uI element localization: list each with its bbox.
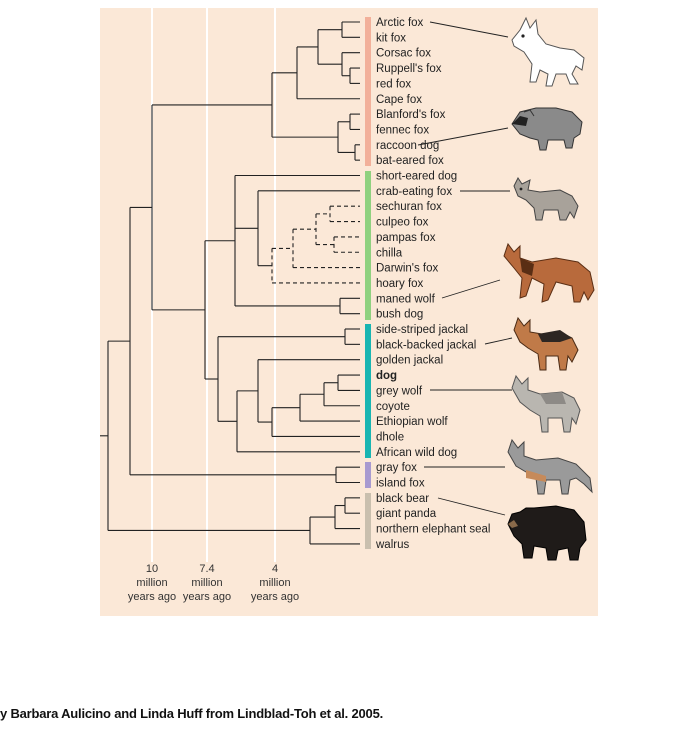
black-backed-jackal-illustration bbox=[513, 316, 579, 371]
axis-suffix-10: years ago bbox=[128, 591, 176, 603]
species-label: grey wolf bbox=[376, 385, 423, 397]
pointer-arctic-fox bbox=[429, 21, 509, 38]
gray-fox-clade-bar bbox=[365, 462, 371, 488]
wolf-like-clade-bar bbox=[365, 324, 371, 458]
pointer-black-backed-jackal bbox=[484, 337, 513, 345]
axis-value-7-4: 7.4 bbox=[199, 563, 214, 575]
axis-unit-4: million bbox=[259, 577, 290, 589]
gray-fox-illustration bbox=[507, 438, 593, 495]
species-label: bat-eared fox bbox=[376, 155, 444, 167]
species-label: maned wolf bbox=[376, 293, 436, 305]
species-label: red fox bbox=[376, 78, 411, 90]
species-label: dog bbox=[376, 370, 397, 382]
species-label: black bear bbox=[376, 493, 429, 505]
species-label: Darwin's fox bbox=[376, 263, 439, 275]
time-axis: 10 million years ago 7.4 million years a… bbox=[128, 563, 299, 603]
arctic-fox-illustration bbox=[511, 16, 585, 87]
species-label: hoary fox bbox=[376, 278, 424, 290]
axis-unit-7-4: million bbox=[191, 577, 222, 589]
pointer-lines bbox=[417, 21, 513, 516]
species-label: culpeo fox bbox=[376, 217, 429, 229]
species-label: short-eared dog bbox=[376, 171, 457, 183]
species-label: fennec fox bbox=[376, 124, 429, 136]
crab-eating-fox-illustration bbox=[513, 177, 579, 221]
species-label: black-backed jackal bbox=[376, 339, 476, 351]
axis-value-4: 4 bbox=[272, 563, 278, 575]
black-bear-illustration bbox=[507, 505, 587, 561]
species-label: dhole bbox=[376, 431, 404, 443]
pointer-black-bear bbox=[437, 497, 506, 516]
axis-suffix-4: years ago bbox=[251, 591, 299, 603]
species-label: side-striped jackal bbox=[376, 324, 468, 336]
red-fox-clade-bar bbox=[365, 17, 371, 166]
species-label: pampas fox bbox=[376, 232, 436, 244]
grey-wolf-illustration bbox=[511, 374, 581, 433]
species-label: Blanford's fox bbox=[376, 109, 446, 121]
clade-bars bbox=[365, 17, 371, 549]
species-label: Arctic fox bbox=[376, 17, 424, 29]
phylogenetic-tree bbox=[100, 21, 360, 545]
species-label: Cape fox bbox=[376, 94, 422, 106]
species-label: bush dog bbox=[376, 309, 423, 321]
species-label: chilla bbox=[376, 247, 403, 259]
species-label: gray fox bbox=[376, 462, 417, 474]
species-label: Ruppell's fox bbox=[376, 63, 442, 75]
south-american-clade-bar bbox=[365, 171, 371, 320]
figure-credit: y Barbara Aulicino and Linda Huff from L… bbox=[0, 706, 384, 721]
species-label: sechuran fox bbox=[376, 201, 442, 213]
outgroup-bar bbox=[365, 493, 371, 549]
pointer-maned-wolf bbox=[441, 279, 501, 299]
species-label: walrus bbox=[375, 539, 409, 551]
maned-wolf-illustration bbox=[503, 242, 595, 303]
species-label: giant panda bbox=[376, 508, 437, 520]
species-label: coyote bbox=[376, 401, 410, 413]
species-label: golden jackal bbox=[376, 355, 443, 367]
axis-unit-10: million bbox=[136, 577, 167, 589]
axis-value-10: 10 bbox=[146, 563, 158, 575]
pointer-raccoon-dog bbox=[417, 127, 509, 146]
species-label: Corsac fox bbox=[376, 48, 431, 60]
time-gridlines bbox=[151, 8, 276, 562]
species-label: Ethiopian wolf bbox=[376, 416, 448, 428]
raccoon-dog-illustration bbox=[511, 107, 583, 151]
species-label: raccoon dog bbox=[376, 140, 439, 152]
species-label: northern elephant seal bbox=[376, 524, 490, 536]
species-labels: Arctic fox kit fox Corsac fox Ruppell's fox… bbox=[375, 17, 490, 551]
species-label: kit fox bbox=[376, 32, 406, 44]
species-label: African wild dog bbox=[376, 447, 457, 459]
species-label: island fox bbox=[376, 478, 425, 490]
axis-suffix-7-4: years ago bbox=[183, 591, 231, 603]
species-label: crab-eating fox bbox=[376, 186, 452, 198]
